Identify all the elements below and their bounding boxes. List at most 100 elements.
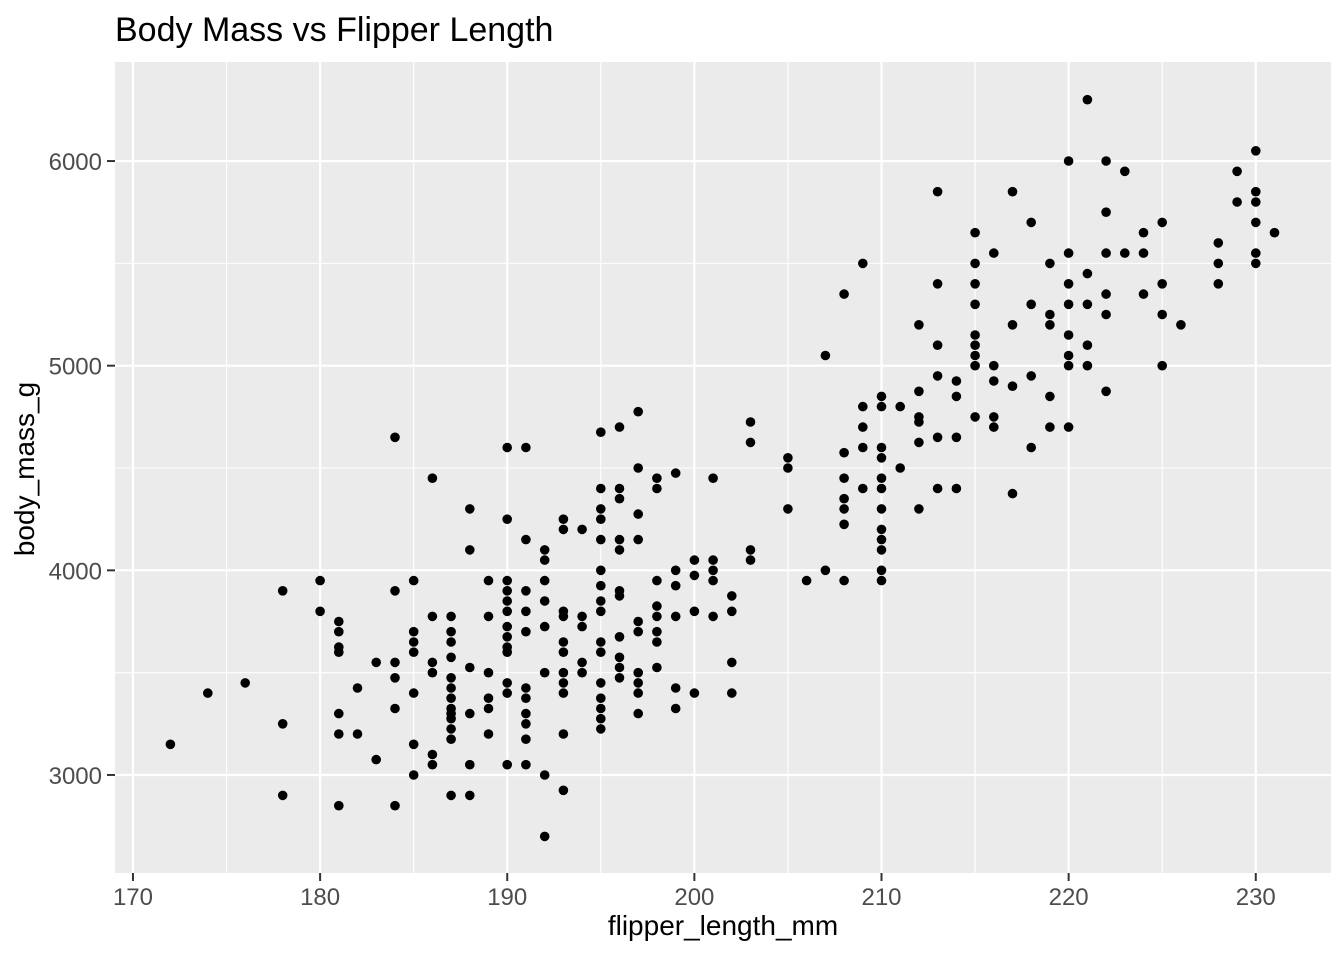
data-point bbox=[689, 688, 700, 698]
data-point bbox=[932, 483, 943, 494]
data-point bbox=[539, 545, 550, 555]
data-point bbox=[1138, 248, 1149, 258]
data-point bbox=[633, 534, 643, 545]
data-point bbox=[502, 621, 512, 632]
data-point bbox=[970, 299, 980, 310]
data-point bbox=[539, 575, 550, 586]
data-point bbox=[858, 442, 868, 453]
data-point bbox=[1063, 299, 1074, 310]
data-point bbox=[932, 432, 943, 443]
data-point bbox=[970, 258, 980, 269]
data-point bbox=[1082, 94, 1093, 105]
data-point bbox=[1138, 289, 1149, 299]
data-point bbox=[596, 637, 606, 647]
data-point bbox=[876, 483, 887, 494]
data-point bbox=[689, 555, 700, 565]
data-point bbox=[1007, 320, 1018, 330]
data-point bbox=[1026, 299, 1036, 310]
data-point bbox=[558, 667, 569, 678]
data-point bbox=[334, 708, 344, 719]
data-point bbox=[652, 483, 662, 494]
data-point bbox=[558, 785, 569, 796]
data-point bbox=[408, 770, 419, 780]
data-point bbox=[670, 580, 681, 591]
data-point bbox=[951, 391, 962, 402]
data-point bbox=[465, 504, 475, 514]
data-point bbox=[408, 688, 419, 698]
data-point bbox=[390, 800, 400, 811]
data-point bbox=[1026, 442, 1036, 453]
data-point bbox=[1157, 309, 1167, 320]
data-point bbox=[689, 606, 700, 617]
data-point bbox=[876, 565, 887, 576]
data-point bbox=[596, 647, 606, 657]
data-point bbox=[334, 616, 344, 627]
data-point bbox=[745, 437, 756, 448]
data-point bbox=[633, 509, 643, 519]
data-point bbox=[446, 724, 456, 734]
data-point bbox=[839, 493, 849, 504]
data-point bbox=[502, 575, 512, 586]
data-point bbox=[1213, 238, 1224, 248]
data-point bbox=[446, 713, 456, 724]
data-point bbox=[727, 606, 737, 617]
data-point bbox=[334, 800, 344, 811]
data-point bbox=[502, 632, 512, 642]
data-point bbox=[970, 412, 980, 422]
data-point bbox=[390, 657, 400, 668]
data-point bbox=[839, 447, 849, 458]
data-point bbox=[895, 463, 905, 473]
data-point bbox=[446, 637, 456, 647]
data-point bbox=[596, 580, 606, 591]
data-point bbox=[633, 688, 643, 698]
data-point bbox=[1120, 166, 1130, 177]
data-point bbox=[465, 759, 475, 770]
data-point bbox=[1213, 279, 1224, 289]
data-point bbox=[745, 545, 756, 555]
data-point bbox=[633, 678, 643, 688]
data-point bbox=[390, 703, 400, 714]
data-point bbox=[932, 340, 943, 351]
data-point bbox=[614, 673, 625, 683]
data-point bbox=[858, 483, 868, 494]
data-point bbox=[951, 376, 962, 386]
data-point bbox=[614, 483, 625, 494]
data-point bbox=[951, 432, 962, 443]
data-point bbox=[1101, 289, 1111, 299]
x-tick-label: 170 bbox=[113, 884, 153, 911]
data-point bbox=[502, 606, 512, 617]
data-point bbox=[596, 606, 606, 617]
data-point bbox=[652, 601, 662, 611]
data-point bbox=[1251, 197, 1261, 207]
data-point bbox=[521, 693, 531, 703]
data-point bbox=[521, 626, 531, 637]
data-point bbox=[446, 611, 456, 622]
data-point bbox=[558, 514, 569, 524]
data-point bbox=[596, 483, 606, 494]
data-point bbox=[708, 473, 718, 484]
data-point bbox=[633, 626, 643, 637]
data-point bbox=[521, 683, 531, 693]
data-point bbox=[1157, 360, 1167, 371]
x-tick-label: 180 bbox=[300, 884, 340, 911]
data-point bbox=[334, 626, 344, 637]
data-point bbox=[708, 611, 718, 622]
data-point bbox=[502, 647, 512, 657]
data-point bbox=[1157, 279, 1167, 289]
data-point bbox=[708, 555, 718, 565]
y-axis-title: body_mass_g bbox=[9, 381, 40, 557]
data-point bbox=[614, 652, 625, 663]
data-point bbox=[408, 637, 419, 647]
data-point bbox=[876, 575, 887, 586]
data-point bbox=[465, 790, 475, 801]
x-tick-label: 230 bbox=[1236, 884, 1276, 911]
data-point bbox=[446, 626, 456, 637]
data-point bbox=[989, 248, 999, 258]
y-tick-label: 3000 bbox=[49, 763, 102, 790]
data-point bbox=[502, 586, 512, 596]
data-point bbox=[465, 708, 475, 719]
x-axis-title: flipper_length_mm bbox=[607, 910, 839, 941]
data-point bbox=[1045, 320, 1055, 330]
data-point bbox=[1232, 197, 1242, 207]
data-point bbox=[596, 565, 606, 576]
